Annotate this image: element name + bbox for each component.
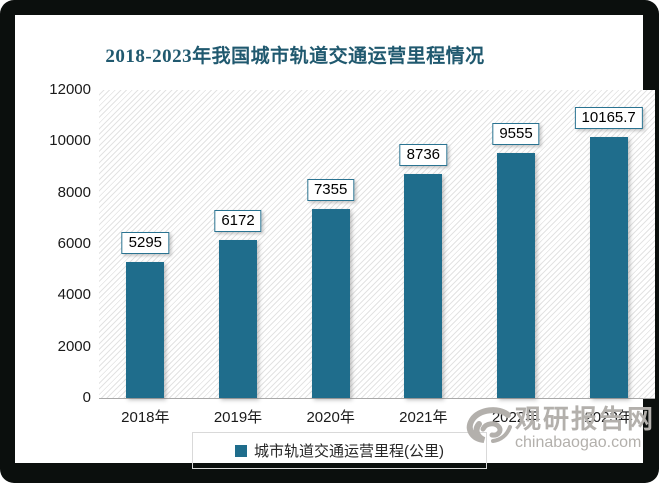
bar xyxy=(219,240,257,398)
watermark-name: 观研报告网 xyxy=(515,404,656,434)
bar xyxy=(589,137,628,398)
bar-value-label: 8736 xyxy=(399,144,448,166)
x-tick-label: 2023年 xyxy=(584,409,633,426)
y-tick-label: 4000 xyxy=(57,286,91,304)
watermark-domain: chinabaogao.com xyxy=(515,434,642,451)
y-axis: 0 2000 4000 6000 8000 10000 12000 xyxy=(29,81,91,406)
y-tick-label: 10000 xyxy=(49,132,91,150)
watermark-text: 观研报告网 chinabaogao.com xyxy=(515,405,655,452)
y-tick-label: 2000 xyxy=(57,337,91,355)
y-tick-label: 6000 xyxy=(57,235,91,252)
bar xyxy=(126,262,165,398)
legend: 城市轨道交通运营里程(公里) xyxy=(192,432,487,469)
y-tick-label: 12000 xyxy=(49,81,91,98)
bar-value-label: 7355 xyxy=(306,179,355,201)
bar-value-label: 10165.7 xyxy=(574,107,643,129)
bar xyxy=(404,174,443,398)
bar-value-label: 5295 xyxy=(121,232,170,254)
x-tick-label: 2020年 xyxy=(306,409,355,426)
watermark: 观研报告网 chinabaogao.com xyxy=(463,405,659,456)
chart-panel: 2018-2023年我国城市轨道交通运营里程情况 0 2000 4000 6000 80… xyxy=(15,15,655,469)
legend-label: 城市轨道交通运营里程(公里) xyxy=(254,443,444,460)
y-tick-label: 8000 xyxy=(57,183,91,201)
y-tick-label: 0 xyxy=(82,389,91,406)
chart-title: 2018-2023年我国城市轨道交通运营里程情况 xyxy=(105,46,485,67)
plot-area: 5295 6172 7355 8736 9555 10165.7 xyxy=(99,90,655,399)
bar xyxy=(497,153,535,398)
x-tick-label: 2021年 xyxy=(399,409,448,426)
swirl-logo-icon xyxy=(463,405,513,456)
x-tick-label: 2019年 xyxy=(213,409,263,426)
legend-marker-icon xyxy=(235,444,247,457)
x-tick-label: 2018年 xyxy=(121,409,170,426)
bar xyxy=(311,209,350,398)
bar-value-label: 6172 xyxy=(214,210,262,232)
x-axis: 2018年 2019年 2020年 2021年 2022年 2023年 xyxy=(99,406,655,426)
bar-value-label: 9555 xyxy=(492,123,540,145)
